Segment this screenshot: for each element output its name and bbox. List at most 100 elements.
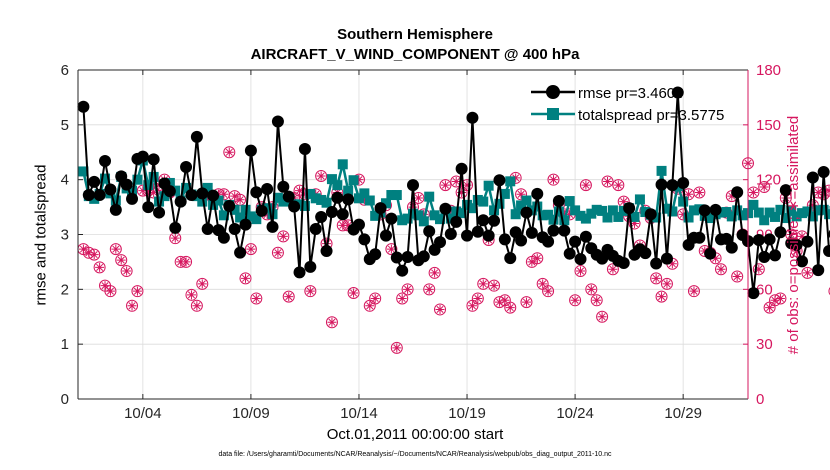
rmse-point	[120, 178, 133, 191]
possible-obs-marker	[244, 243, 257, 256]
assimilated-obs-marker	[478, 279, 488, 289]
totalspread-point	[278, 196, 289, 207]
rmse-point	[434, 236, 447, 249]
assimilated-obs-marker	[192, 301, 202, 311]
totalspread-point	[780, 213, 791, 224]
assimilated-obs-marker	[662, 279, 672, 289]
possible-obs-marker	[271, 246, 284, 259]
assimilated-obs-marker	[316, 171, 326, 181]
totalspread-point	[786, 205, 797, 216]
totalspread-point	[370, 210, 381, 221]
possible-obs-marker	[88, 248, 101, 261]
rmse-point	[342, 193, 355, 206]
totalspread-point	[791, 211, 802, 222]
rmse-point	[774, 226, 787, 239]
totalspread-point	[489, 205, 500, 216]
totalspread-point	[629, 211, 640, 222]
assimilated-obs-marker	[284, 292, 294, 302]
possible-obs-marker	[401, 283, 414, 296]
assimilated-obs-marker	[235, 195, 245, 205]
totalspread-point	[408, 208, 418, 219]
totalspread-point	[348, 175, 359, 186]
rmse-point	[569, 235, 582, 248]
rmse-point	[266, 220, 279, 233]
totalspread-point	[802, 206, 813, 217]
rmse-point	[488, 214, 501, 227]
rmse-point	[147, 153, 160, 166]
assimilated-obs-marker	[586, 284, 596, 294]
totalspread-point	[532, 201, 543, 212]
rmse-point	[352, 218, 365, 231]
rmse-point	[244, 144, 257, 157]
x-tick-label: 10/04	[124, 405, 162, 422]
assimilated-obs-marker	[516, 189, 526, 199]
assimilated-obs-marker	[451, 176, 461, 186]
assimilated-obs-marker	[262, 209, 272, 219]
possible-obs-marker	[596, 310, 609, 323]
x-tick-label: 10/19	[448, 405, 486, 422]
totalspread-point	[337, 159, 348, 170]
totalspread-point	[678, 196, 689, 207]
assimilated-obs-marker	[548, 175, 558, 185]
rmse-point	[547, 224, 560, 237]
y-tick-label-left: 3	[61, 227, 69, 244]
possible-obs-marker	[504, 301, 517, 314]
rmse-point	[250, 186, 263, 199]
chart-subtitle: AIRCRAFT_V_WIND_COMPONENT @ 400 hPa	[250, 46, 580, 63]
y-tick-label-left: 1	[61, 336, 69, 353]
possible-obs-marker	[601, 175, 614, 188]
assimilated-obs-marker	[467, 301, 477, 311]
rmse-point	[374, 202, 387, 215]
assimilated-obs-marker	[435, 304, 445, 314]
totalspread-point	[78, 166, 89, 177]
totalspread-point	[559, 215, 570, 226]
assimilated-obs-marker	[608, 264, 618, 274]
possible-obs-marker	[531, 252, 544, 265]
totalspread-point	[797, 208, 808, 219]
rmse-point	[552, 195, 565, 208]
rmse-point	[228, 223, 241, 236]
possible-obs-marker	[423, 283, 436, 296]
totalspread-point	[181, 182, 192, 193]
totalspread-point	[667, 206, 678, 217]
assimilated-obs-marker	[349, 288, 359, 298]
assimilated-obs-marker	[419, 209, 429, 219]
totalspread-point	[537, 210, 548, 221]
rmse-point	[747, 287, 760, 300]
totalspread-point	[715, 207, 726, 218]
y-tick-label-left: 5	[61, 117, 69, 134]
totalspread-point	[483, 180, 494, 191]
totalspread-point	[764, 207, 775, 218]
assimilated-obs-marker	[619, 197, 629, 207]
rmse-point	[201, 223, 214, 236]
possible-obs-marker	[390, 341, 403, 354]
possible-obs-marker	[277, 230, 290, 243]
assimilated-obs-marker	[219, 189, 229, 199]
rmse-point	[515, 234, 528, 247]
rmse-point	[720, 232, 733, 245]
y-tick-label-right: 120	[756, 172, 781, 189]
y-tick-label-right: 0	[756, 391, 764, 408]
assimilated-obs-marker	[241, 273, 250, 283]
rmse-point	[769, 249, 782, 262]
totalspread-point	[208, 199, 219, 210]
totalspread-point	[656, 165, 667, 176]
totalspread-point	[299, 200, 310, 211]
possible-obs-marker	[131, 285, 144, 298]
rmse-point	[271, 115, 284, 128]
assimilated-obs-marker	[300, 189, 310, 199]
totalspread-point	[424, 191, 435, 202]
rmse-point	[331, 191, 344, 204]
totalspread-point	[397, 215, 408, 226]
totalspread-point	[661, 203, 672, 214]
rmse-point	[196, 187, 209, 200]
assimilated-obs-marker	[149, 187, 159, 197]
rmse-point	[650, 257, 663, 270]
rmse-point	[180, 161, 193, 174]
possible-obs-marker	[282, 290, 295, 303]
possible-obs-marker	[579, 179, 592, 192]
totalspread-point	[478, 196, 489, 207]
rmse-point	[336, 208, 349, 221]
rmse-point	[325, 206, 338, 219]
assimilated-obs-marker	[765, 303, 775, 313]
